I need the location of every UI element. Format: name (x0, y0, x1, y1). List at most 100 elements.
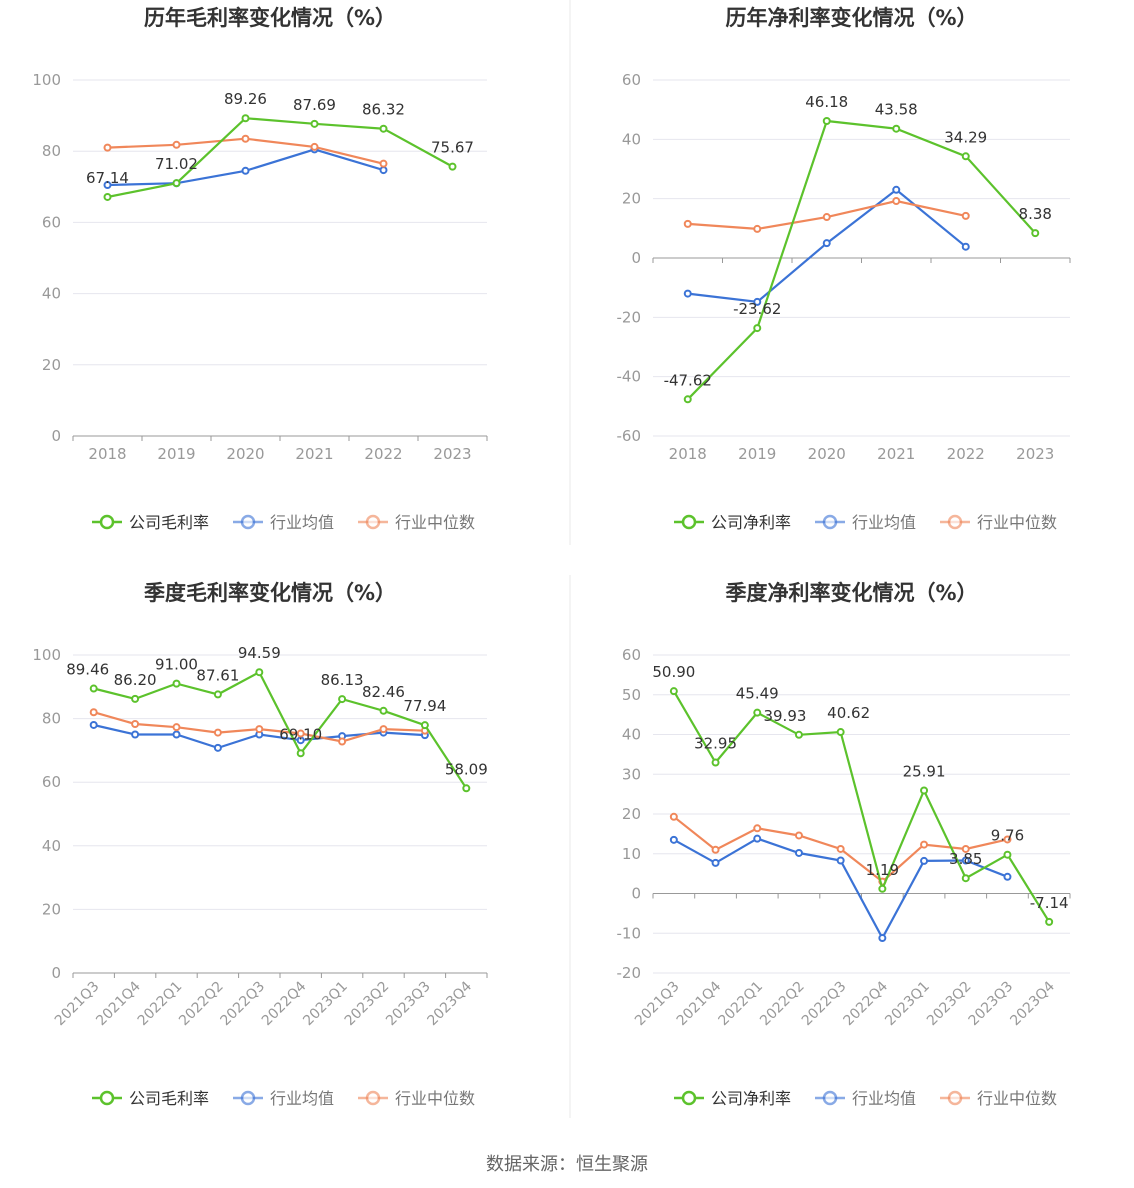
point-median (379, 159, 388, 168)
x-tick-label: 2021Q4 (674, 978, 725, 1029)
point-company (420, 721, 429, 730)
y-tick-label: 60 (622, 646, 641, 664)
point-median (296, 729, 305, 738)
x-tick-label: 2023 (1016, 445, 1054, 463)
point-avg (89, 720, 98, 729)
point-company (669, 687, 678, 696)
point-avg (669, 835, 678, 844)
point-company (1003, 850, 1012, 859)
data-label: 34.29 (944, 128, 987, 146)
x-tick-label: 2020 (226, 445, 264, 463)
point-median (669, 812, 678, 821)
y-tick-label: 100 (32, 71, 61, 89)
point-median (794, 831, 803, 840)
legend-item-avg: 行业均值 (233, 1089, 334, 1108)
y-tick-label: 50 (622, 686, 641, 704)
point-company (1031, 229, 1040, 238)
legend-label: 行业中位数 (977, 513, 1057, 532)
legend-marker (947, 514, 963, 530)
series-line-company (672, 690, 1051, 923)
point-median (753, 224, 762, 233)
x-tick-label: 2021Q3 (632, 979, 683, 1030)
x-tick-label: 2022Q2 (176, 979, 227, 1030)
y-tick-label: 80 (42, 142, 61, 160)
data-label: 58.09 (445, 760, 488, 778)
data-label: -7.14 (1030, 894, 1069, 912)
chart-title: 历年毛利率变化情况（%） (144, 6, 396, 30)
point-company (683, 395, 692, 404)
point-company (822, 116, 831, 125)
chart-panel-3: 季度毛利率变化情况（%）0204060801002021Q32021Q42022… (32, 581, 487, 1108)
legend-label: 行业中位数 (977, 1089, 1057, 1108)
legend-item-avg: 行业均值 (233, 513, 334, 532)
legend-marker (681, 514, 697, 530)
point-company (961, 874, 970, 883)
data-label: 67.14 (86, 169, 129, 187)
point-avg (711, 858, 720, 867)
point-company (379, 124, 388, 133)
data-label: 3.85 (949, 850, 982, 868)
x-tick-label: 2023Q2 (924, 979, 975, 1030)
legend-item-company: 公司净利率 (674, 1089, 791, 1108)
point-company (462, 784, 471, 793)
legend-item-median: 行业中位数 (358, 513, 475, 532)
legend-item-avg: 行业均值 (815, 513, 916, 532)
legend-marker (240, 514, 256, 530)
legend-marker (681, 1090, 697, 1106)
point-median (683, 219, 692, 228)
data-label: 1.19 (866, 861, 899, 879)
y-tick-label: 100 (32, 646, 61, 664)
point-median (836, 844, 845, 853)
x-tick-label: 2023Q4 (425, 978, 476, 1029)
legend-item-median: 行业中位数 (940, 513, 1057, 532)
data-label: 89.26 (224, 90, 267, 108)
legend-label: 行业均值 (852, 513, 916, 532)
point-company (836, 728, 845, 737)
y-tick-label: 40 (622, 130, 641, 148)
x-tick-label: 2023Q1 (300, 979, 351, 1030)
point-company (213, 690, 222, 699)
point-median (822, 213, 831, 222)
point-company (920, 786, 929, 795)
y-tick-label: 40 (42, 837, 61, 855)
point-avg (241, 166, 250, 175)
point-median (961, 211, 970, 220)
y-tick-label: 60 (622, 71, 641, 89)
y-tick-label: 0 (631, 885, 641, 903)
x-tick-label: 2023Q2 (342, 979, 393, 1030)
data-label: 8.38 (1019, 205, 1052, 223)
data-label: 50.90 (652, 663, 695, 681)
x-tick-label: 2018 (669, 445, 707, 463)
data-label: 69.10 (279, 725, 322, 743)
data-label: 9.76 (991, 827, 1024, 845)
chart-panel-4: 季度净利率变化情况（%）-20-1001020304050602021Q3202… (617, 581, 1071, 1108)
data-label: 77.94 (403, 697, 446, 715)
x-tick-label: 2023 (433, 445, 471, 463)
data-label: 75.67 (431, 139, 474, 157)
point-company (241, 114, 250, 123)
point-avg (878, 934, 887, 943)
chart-panel-1: 历年毛利率变化情况（%） 0 20 40 60 80 100 2018 2019 2020 2021… (32, 6, 488, 532)
x-tick-label: 2023Q3 (383, 979, 434, 1030)
point-avg (103, 181, 112, 190)
point-avg (172, 730, 181, 739)
y-tick-label: -20 (617, 308, 642, 326)
point-median (379, 725, 388, 734)
legend-label: 公司毛利率 (129, 1089, 209, 1108)
chart-title: 历年净利率变化情况（%） (725, 6, 977, 30)
point-avg (1003, 872, 1012, 881)
x-tick-label: 2022 (364, 445, 402, 463)
legend-label: 行业中位数 (395, 513, 475, 532)
y-tick-label: -60 (617, 427, 642, 445)
data-label: 89.46 (66, 661, 109, 679)
data-label: 46.18 (805, 93, 848, 111)
point-avg (822, 239, 831, 248)
point-company (310, 119, 319, 128)
x-tick-label: 2022 (947, 445, 985, 463)
legend-marker (240, 1090, 256, 1106)
y-tick-label: 60 (42, 213, 61, 231)
legend-marker (365, 514, 381, 530)
point-company (1045, 917, 1054, 926)
legend-marker (99, 514, 115, 530)
y-tick-label: 0 (51, 427, 61, 445)
